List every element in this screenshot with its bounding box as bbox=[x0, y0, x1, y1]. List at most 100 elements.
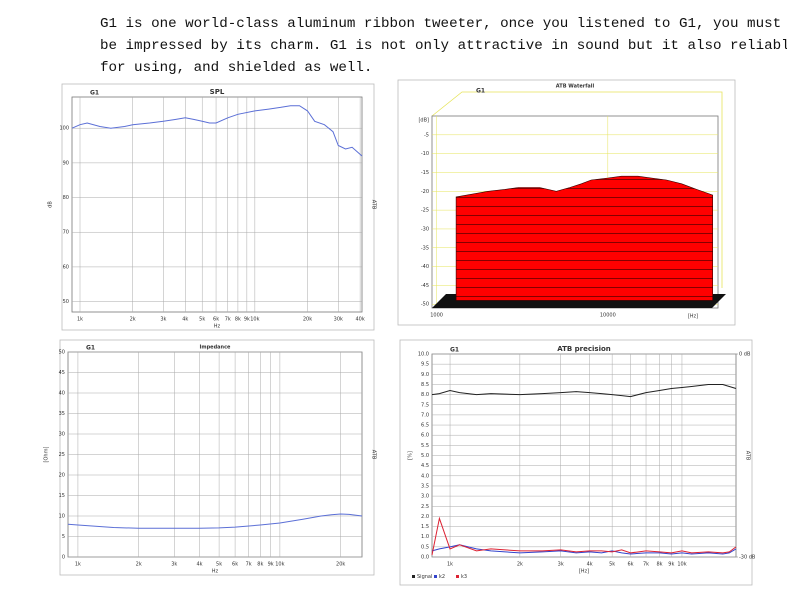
x-tick-label: 3k bbox=[558, 562, 564, 568]
y-tick-label: 0.5 bbox=[421, 544, 429, 550]
chart-title: ATB Waterfall bbox=[556, 84, 595, 90]
legend-label: k3 bbox=[461, 574, 467, 580]
y-tick-label: 7.5 bbox=[421, 402, 429, 408]
y-tick-label: 20 bbox=[59, 473, 65, 479]
data-line bbox=[71, 105, 363, 157]
x-tick-label: 1k bbox=[447, 562, 453, 568]
y-tick-label: 45 bbox=[59, 370, 65, 376]
x-tick-label: 5k bbox=[199, 317, 205, 323]
x-tick-label: 7k bbox=[225, 317, 231, 323]
y-tick-label: -50 bbox=[421, 302, 429, 308]
data-line bbox=[67, 513, 363, 529]
x-tick-label: 1000 bbox=[430, 313, 443, 319]
y-tick-label: 6.0 bbox=[421, 433, 429, 439]
x-tick-label: 7k bbox=[246, 562, 252, 568]
x-axis-label: Hz bbox=[212, 569, 219, 575]
x-axis-label: Hz bbox=[214, 324, 221, 330]
y-tick-label: 7.0 bbox=[421, 412, 429, 418]
x-tick-label: 4k bbox=[182, 317, 188, 323]
y-tick-label: -15 bbox=[421, 170, 429, 176]
x-tick-label: 5k bbox=[216, 562, 222, 568]
x-tick-label: 6k bbox=[627, 562, 633, 568]
legend-swatch bbox=[456, 575, 459, 578]
x-tick-label: 10k bbox=[275, 562, 284, 568]
y-tick-label: 30 bbox=[59, 432, 65, 438]
x-tick-label: 3k bbox=[160, 317, 166, 323]
x-tick-label: 20k bbox=[303, 317, 312, 323]
x-tick-label: 4k bbox=[587, 562, 593, 568]
x-tick-label: 8k bbox=[235, 317, 241, 323]
y-tick-label: 5.5 bbox=[421, 443, 429, 449]
legend-swatch bbox=[434, 575, 437, 578]
y-tick-label: -25 bbox=[421, 208, 429, 214]
y-tick-label: 80 bbox=[63, 195, 69, 201]
y-tick-label: 10.0 bbox=[418, 352, 429, 358]
x-tick-label: 9k bbox=[268, 562, 274, 568]
intro-line: for using, and shielded as well. bbox=[100, 60, 372, 76]
x-tick-label: 8k bbox=[656, 562, 662, 568]
y-tick-label: 2.0 bbox=[421, 514, 429, 520]
data-line bbox=[431, 516, 737, 556]
back-wall bbox=[431, 91, 723, 288]
y-tick-label: 40 bbox=[59, 391, 65, 397]
x-tick-label: 6k bbox=[232, 562, 238, 568]
y2-axis-label: ATB bbox=[371, 200, 377, 210]
y-tick-label: 4.5 bbox=[421, 463, 429, 469]
y-tick-label: 4.0 bbox=[421, 473, 429, 479]
y-tick-label: 8.0 bbox=[421, 392, 429, 398]
series-label: G1 bbox=[86, 345, 95, 352]
x-tick-label: 6k bbox=[213, 317, 219, 323]
y-tick-label: -45 bbox=[421, 283, 429, 289]
x-tick-label: 1k bbox=[75, 562, 81, 568]
x-tick-label: 5k bbox=[609, 562, 615, 568]
x-tick-label: 20k bbox=[336, 562, 345, 568]
x-axis-label: [Hz] bbox=[688, 314, 698, 320]
y-tick-label: -20 bbox=[421, 189, 429, 195]
y-tick-label: 0.0 bbox=[421, 555, 429, 561]
x-tick-label: 2k bbox=[130, 317, 136, 323]
y-tick-label: 15 bbox=[59, 493, 65, 499]
y-tick-label: 3.5 bbox=[421, 483, 429, 489]
waterfall-surface bbox=[455, 175, 713, 301]
chart-title: SPL bbox=[210, 88, 225, 96]
x-tick-label: 10k bbox=[250, 317, 259, 323]
x-tick-label: 8k bbox=[257, 562, 263, 568]
chart-title: ATB precision bbox=[557, 345, 611, 353]
y-tick-label: 70 bbox=[63, 230, 69, 236]
y2-tick-label: 0 dB bbox=[739, 352, 751, 358]
x-tick-label: 2k bbox=[136, 562, 142, 568]
x-tick-label: 4k bbox=[196, 562, 202, 568]
y-tick-label: 50 bbox=[59, 350, 65, 356]
y-tick-label: 2.5 bbox=[421, 504, 429, 510]
legend-label: k2 bbox=[439, 574, 445, 580]
chart-title: Impedance bbox=[200, 345, 232, 351]
y-tick-label: -35 bbox=[421, 245, 429, 251]
x-tick-label: 2k bbox=[517, 562, 523, 568]
y2-axis-label: ATB bbox=[371, 450, 377, 460]
y-tick-label: 90 bbox=[63, 160, 69, 166]
y-tick-label: 0 bbox=[62, 555, 65, 561]
x-tick-label: 30k bbox=[334, 317, 343, 323]
intro-line: G1 is one world-class aluminum ribbon tw… bbox=[100, 16, 781, 32]
x-tick-label: 40k bbox=[355, 317, 364, 323]
y-tick-label: -30 bbox=[421, 226, 429, 232]
y-tick-label: -10 bbox=[421, 151, 429, 157]
y2-tick-label: -30 dB bbox=[739, 555, 756, 561]
x-tick-label: 9k bbox=[668, 562, 674, 568]
y-tick-label: 35 bbox=[59, 411, 65, 417]
y-tick-label: 1.5 bbox=[421, 524, 429, 530]
y-axis-label: dB bbox=[48, 201, 54, 208]
y-tick-label: 5.0 bbox=[421, 453, 429, 459]
y-tick-label: 3.0 bbox=[421, 494, 429, 500]
legend-swatch bbox=[412, 575, 415, 578]
y-tick-label: -5 bbox=[424, 132, 429, 138]
series-label: G1 bbox=[450, 347, 459, 354]
intro-line: be impressed by its charm. G1 is not onl… bbox=[100, 38, 787, 54]
x-tick-label: 9k bbox=[244, 317, 250, 323]
x-tick-label: 10000 bbox=[600, 313, 616, 319]
y-axis-label: [%] bbox=[408, 451, 414, 460]
y-tick-label: 6.5 bbox=[421, 423, 429, 429]
legend-label: Signal bbox=[417, 574, 432, 580]
data-line bbox=[431, 384, 737, 398]
y-tick-label: 60 bbox=[63, 264, 69, 270]
